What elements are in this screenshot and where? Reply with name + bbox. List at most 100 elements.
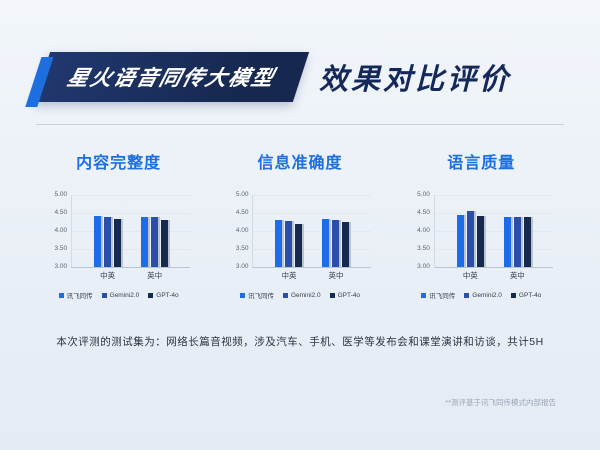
- gridline: [434, 231, 553, 232]
- y-tick-label: 3.50: [54, 244, 68, 252]
- chart-block-quality: 语言质量 5.00 4.50 4.00 3.50 3.00 中英 英中 讯飞同传 Gemini…: [392, 149, 570, 300]
- y-tick-label: 4.50: [235, 208, 249, 216]
- y-tick-label: 4.00: [417, 226, 430, 234]
- bar: [141, 217, 149, 267]
- legend-item: GPT-4o: [510, 291, 542, 299]
- banner-label: 星火语音同传大模型: [64, 67, 278, 90]
- gridline: [253, 231, 372, 232]
- x-axis-label: 中英: [100, 271, 116, 280]
- legend-label: GPT-4o: [156, 291, 179, 299]
- gridline: [253, 213, 372, 214]
- bar: [503, 217, 511, 267]
- legend-item: Gemini2.0: [101, 291, 140, 299]
- legend-swatch: [58, 292, 64, 298]
- gridline: [72, 213, 191, 214]
- bar-chart-quality: 5.00 4.50 4.00 3.50 3.00 中英 英中: [410, 190, 553, 280]
- x-axis-label: 中英: [462, 271, 478, 280]
- bar-group: 英中: [322, 219, 350, 280]
- gridline: [72, 231, 191, 232]
- bar: [151, 217, 159, 267]
- test-set-note: 本次评测的测试集为：网络长篇音视频，涉及汽车、手机、医学等发布会和课堂演讲和访谈…: [56, 336, 544, 348]
- legend-item: 讯飞同传: [58, 290, 93, 300]
- legend-item: GPT-4o: [148, 291, 179, 299]
- legend-item: GPT-4o: [329, 291, 360, 299]
- bar: [285, 220, 293, 267]
- legend-swatch: [329, 292, 335, 298]
- y-axis: 5.00 4.50 4.00 3.50 3.00: [410, 190, 434, 269]
- plot-area: 中英 英中: [71, 195, 191, 280]
- gridline: [434, 249, 553, 250]
- x-axis-label: 英中: [328, 271, 344, 280]
- y-tick-label: 4.00: [235, 226, 249, 234]
- chart-legend: 讯飞同传 Gemini2.0 GPT-4o: [239, 290, 360, 300]
- y-tick-label: 3.50: [235, 244, 249, 252]
- bar: [466, 211, 474, 267]
- bar: [456, 214, 464, 267]
- bar: [275, 220, 283, 267]
- plot-area: 中英 英中: [252, 195, 372, 280]
- legend-label: GPT-4o: [337, 291, 360, 299]
- legend-label: 讯飞同传: [247, 293, 274, 300]
- y-axis: 5.00 4.50 4.00 3.50 3.00: [47, 190, 71, 269]
- y-tick-label: 5.00: [54, 190, 68, 198]
- y-tick-label: 5.00: [417, 190, 430, 198]
- chart-title: 内容完整度: [76, 155, 162, 172]
- title-banner: 星火语音同传大模型: [33, 52, 310, 102]
- legend-label: 讯飞同传: [429, 293, 456, 300]
- legend-swatch: [464, 292, 470, 298]
- gridline: [72, 249, 191, 250]
- legend-swatch: [239, 292, 245, 298]
- legend-item: 讯飞同传: [421, 290, 455, 300]
- bar: [104, 217, 112, 267]
- legend-label: Gemini2.0: [472, 291, 502, 299]
- legend-swatch: [148, 292, 154, 298]
- y-tick-label: 3.00: [54, 262, 68, 270]
- bar: [295, 223, 303, 267]
- bar: [322, 219, 330, 267]
- legend-item: Gemini2.0: [464, 292, 502, 299]
- gridline: [434, 195, 553, 196]
- bar-group: 中英: [275, 220, 303, 280]
- y-tick-label: 4.00: [54, 226, 68, 234]
- y-tick-label: 4.50: [417, 208, 430, 216]
- y-tick-label: 3.00: [235, 262, 249, 270]
- gridline: [434, 213, 553, 214]
- legend-item: 讯飞同传: [239, 290, 274, 300]
- bar-group: 英中: [141, 217, 169, 280]
- bar: [114, 219, 122, 267]
- legend-label: Gemini2.0: [109, 291, 140, 299]
- y-tick-label: 4.50: [54, 208, 68, 216]
- chart-legend: 讯飞同传 Gemini2.0 GPT-4o: [58, 290, 179, 300]
- bar: [161, 220, 169, 267]
- legend-label: 讯飞同传: [66, 293, 93, 300]
- y-tick-label: 3.00: [417, 262, 430, 270]
- bar: [342, 222, 350, 267]
- chart-legend: 讯飞同传 Gemini2.0 GPT-4o: [421, 290, 541, 300]
- legend-label: Gemini2.0: [290, 291, 321, 299]
- chart-title: 语言质量: [447, 155, 516, 172]
- legend-swatch: [101, 292, 107, 298]
- bar: [332, 220, 340, 267]
- plot-area: 中英 英中: [433, 195, 553, 280]
- y-tick-label: 5.00: [235, 190, 249, 198]
- charts-row: 内容完整度 5.00 4.50 4.00 3.50 3.00 中英 英中 讯飞同传 Gemin…: [28, 149, 572, 300]
- bar-group: 中英: [456, 211, 484, 280]
- chart-title: 信息准确度: [257, 155, 343, 172]
- chart-block-accuracy: 信息准确度 5.00 4.50 4.00 3.50 3.00 中英 英中 讯飞同传 Gemin…: [211, 149, 389, 300]
- bar: [94, 215, 102, 267]
- gridline: [253, 195, 372, 196]
- bar: [476, 215, 484, 267]
- gridline: [72, 195, 191, 196]
- legend-label: GPT-4o: [518, 291, 542, 299]
- y-tick-label: 3.50: [417, 244, 430, 252]
- x-axis-label: 中英: [281, 271, 297, 280]
- header: 星火语音同传大模型 效果对比评价: [0, 0, 600, 102]
- page-title: 效果对比评价: [319, 64, 512, 96]
- bar: [523, 217, 531, 267]
- legend-swatch: [510, 292, 516, 298]
- bar-group: 中英: [94, 215, 122, 280]
- bar: [513, 217, 521, 267]
- legend-swatch: [282, 292, 288, 298]
- legend-item: Gemini2.0: [282, 291, 321, 299]
